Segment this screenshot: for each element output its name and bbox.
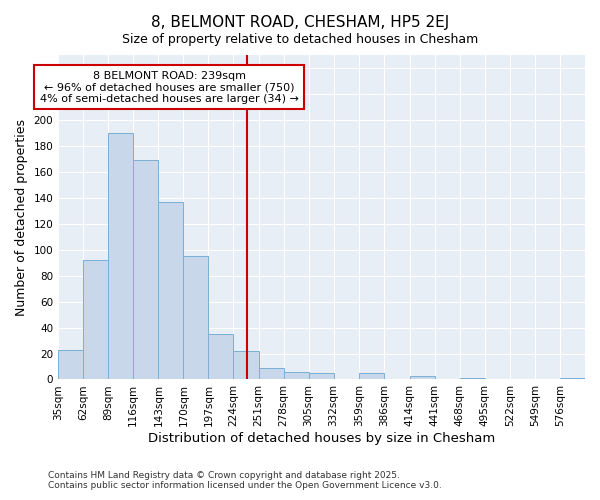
Bar (133, 160, 158, 380)
X-axis label: Distribution of detached houses by size in Chesham: Distribution of detached houses by size … (148, 432, 495, 445)
Bar (259, 368, 284, 380)
Text: Size of property relative to detached houses in Chesham: Size of property relative to detached ho… (122, 32, 478, 46)
Bar (560, 378, 585, 380)
Bar (308, 373, 334, 380)
Bar (410, 376, 435, 380)
Text: 8, BELMONT ROAD, CHESHAM, HP5 2EJ: 8, BELMONT ROAD, CHESHAM, HP5 2EJ (151, 15, 449, 30)
Bar (158, 202, 184, 380)
Bar (460, 378, 485, 380)
Bar (108, 133, 133, 380)
Bar (184, 256, 208, 380)
Bar (359, 373, 384, 380)
Bar (284, 372, 308, 380)
Text: Contains HM Land Registry data © Crown copyright and database right 2025.
Contai: Contains HM Land Registry data © Crown c… (48, 470, 442, 490)
Text: 8 BELMONT ROAD: 239sqm
← 96% of detached houses are smaller (750)
4% of semi-det: 8 BELMONT ROAD: 239sqm ← 96% of detached… (40, 70, 299, 104)
Bar (83, 260, 108, 380)
Bar (58, 350, 83, 380)
Bar (233, 351, 259, 380)
Y-axis label: Number of detached properties: Number of detached properties (15, 118, 28, 316)
Bar (208, 334, 233, 380)
